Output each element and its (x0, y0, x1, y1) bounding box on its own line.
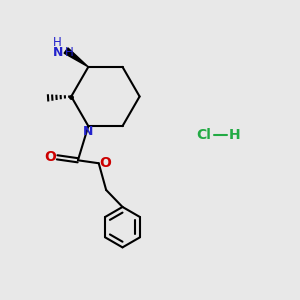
Text: O: O (45, 150, 56, 164)
Text: Cl: Cl (196, 128, 211, 142)
Text: H: H (53, 36, 62, 49)
Polygon shape (64, 48, 88, 67)
Text: H: H (65, 46, 74, 59)
Text: N: N (82, 125, 93, 138)
Text: N: N (52, 46, 63, 59)
Text: O: O (99, 156, 111, 170)
Text: H: H (229, 128, 241, 142)
